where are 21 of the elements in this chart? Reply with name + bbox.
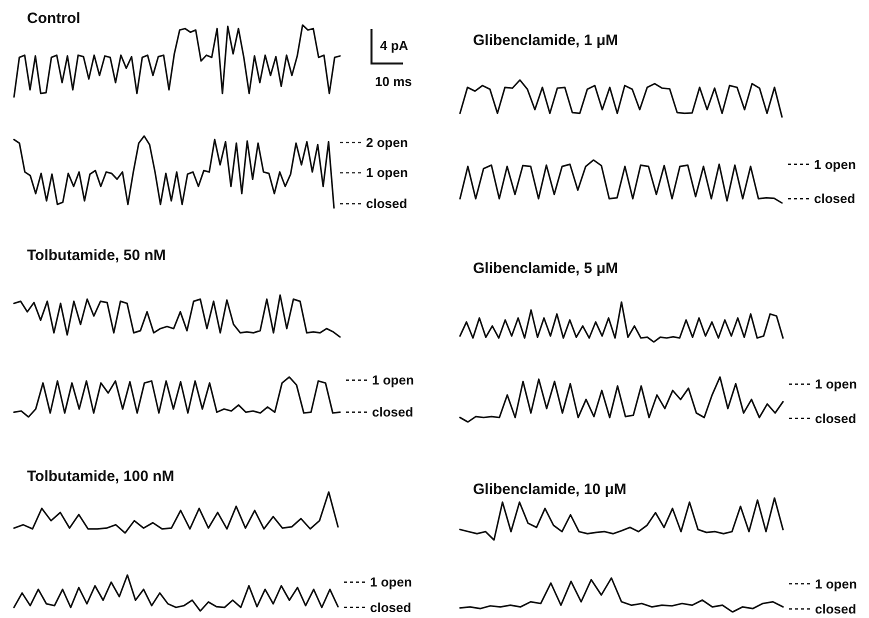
chart-title: Glibenclamide, 10 μM bbox=[473, 481, 626, 498]
ref-line-label: closed bbox=[815, 410, 856, 426]
ref-line-label: closed bbox=[815, 601, 856, 616]
chart-title: Control bbox=[27, 10, 80, 27]
chart-title: Tolbutamide, 50 nM bbox=[27, 247, 166, 264]
chart-title: Tolbutamide, 100 nM bbox=[27, 468, 174, 485]
text: 10 ms bbox=[375, 74, 412, 89]
ref-line-label: 1 open bbox=[370, 574, 412, 590]
ref-line-label: closed bbox=[366, 196, 408, 212]
chart-title: Glibenclamide, 1 μM bbox=[473, 32, 618, 49]
ref-line-label: 1 open bbox=[372, 372, 414, 388]
text: 4 pA bbox=[380, 38, 408, 53]
ref-line-label: 1 open bbox=[815, 576, 857, 592]
ref-line-label: 1 open bbox=[366, 165, 408, 180]
ref-line-label: closed bbox=[814, 191, 856, 206]
ref-line-label: 1 open bbox=[814, 156, 856, 172]
ref-line-label: 1 open bbox=[815, 376, 857, 392]
chart-title: Glibenclamide, 5 μM bbox=[473, 260, 618, 277]
ref-line-label: closed bbox=[370, 600, 412, 615]
ref-line-label: closed bbox=[372, 404, 414, 420]
ref-line-label: 2 open bbox=[366, 134, 408, 150]
